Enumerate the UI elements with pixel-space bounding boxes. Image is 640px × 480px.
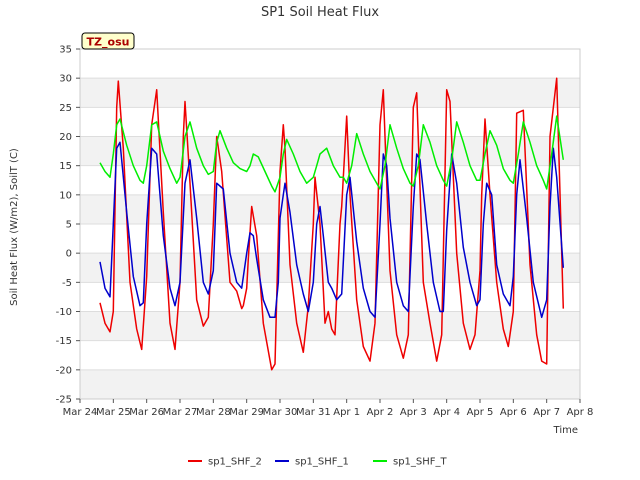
x-tick-label: Apr 4 [433, 407, 460, 418]
legend-label: sp1_SHF_2 [208, 457, 262, 468]
y-tick-label: 15 [59, 161, 72, 172]
legend-label: sp1_SHF_1 [295, 457, 349, 468]
x-tick-label: Mar 30 [263, 407, 298, 418]
x-tick-label: Apr 8 [567, 407, 594, 418]
series-line-sp1_SHF_T [99, 115, 565, 193]
y-tick-label: -5 [62, 278, 72, 289]
plot-band [80, 253, 580, 283]
x-tick-label: Mar 26 [129, 407, 164, 418]
series-line-sp1_SHF_1 [99, 141, 565, 319]
y-tick-label: -15 [56, 336, 72, 347]
plot-band [80, 369, 580, 399]
plot-band [80, 78, 580, 108]
x-tick-label: Mar 25 [96, 407, 131, 418]
plot-band [80, 194, 580, 224]
x-tick-label: Apr 3 [400, 407, 427, 418]
y-axis-label: Soil Heat Flux (W/m2), SoilT (C) [9, 148, 20, 306]
y-tick-label: 30 [59, 74, 72, 85]
y-tick-label: 5 [66, 220, 72, 231]
legend-label: sp1_SHF_T [393, 457, 448, 468]
x-tick-label: Mar 24 [63, 407, 98, 418]
y-tick-label: -20 [56, 365, 72, 376]
y-tick-label: 35 [59, 45, 72, 56]
y-tick-label: 20 [59, 132, 72, 143]
x-tick-label: Apr 7 [533, 407, 560, 418]
series-line-sp1_SHF_2 [99, 77, 565, 371]
x-tick-label: Apr 6 [500, 407, 527, 418]
x-tick-label: Apr 5 [467, 407, 494, 418]
y-tick-label: -10 [56, 307, 72, 318]
chart-title: SP1 Soil Heat Flux [261, 5, 379, 20]
tz-label: TZ_osu [87, 36, 130, 49]
x-tick-label: Apr 2 [367, 407, 394, 418]
x-tick-label: Apr 1 [333, 407, 360, 418]
y-tick-label: 25 [59, 103, 72, 114]
x-tick-label: Mar 27 [163, 407, 198, 418]
x-tick-label: Mar 29 [229, 407, 264, 418]
x-tick-label: Mar 28 [196, 407, 231, 418]
y-tick-label: 0 [66, 249, 72, 260]
y-tick-label: 10 [59, 190, 72, 201]
x-tick-label: Mar 31 [296, 407, 331, 418]
x-axis-label: Time [553, 425, 578, 436]
tz-label-box: TZ_osu [81, 32, 135, 50]
y-tick-label: -25 [56, 395, 72, 406]
